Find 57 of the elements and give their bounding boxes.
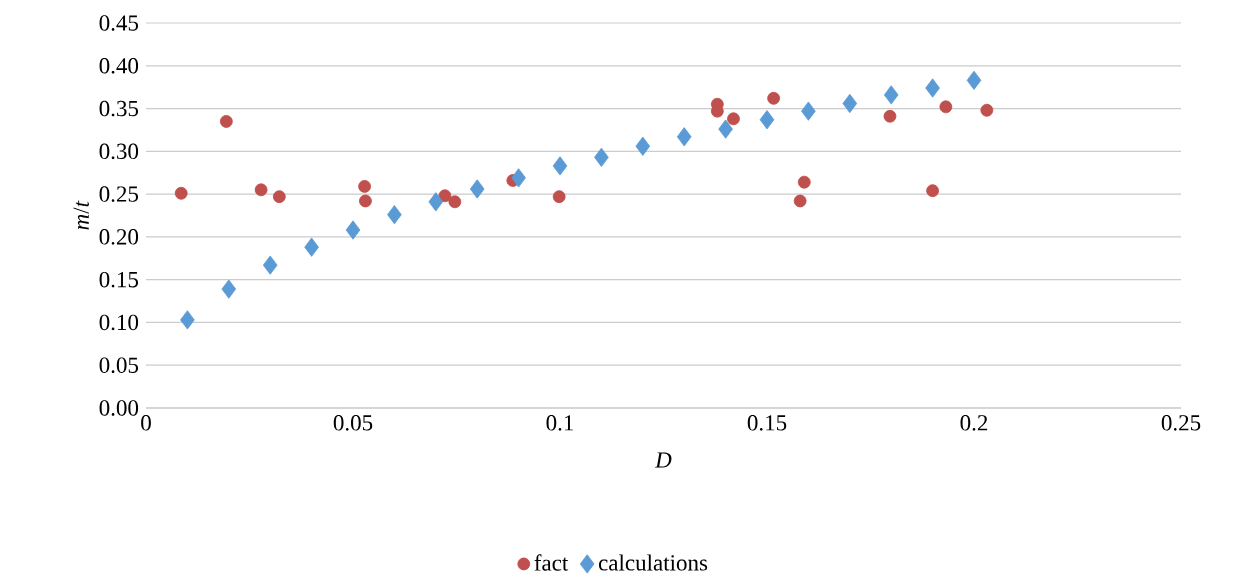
x-tick-label: 0.25 xyxy=(1161,415,1201,431)
y-tick-label: 0.10 xyxy=(99,314,139,331)
point xyxy=(174,186,188,200)
x-tick-label: 0.2 xyxy=(960,415,988,431)
point xyxy=(438,189,452,203)
point xyxy=(801,101,816,121)
x-tick-label: 0.15 xyxy=(747,415,787,431)
point xyxy=(180,310,195,330)
point xyxy=(272,190,286,204)
x-tick-label: 0.05 xyxy=(333,415,373,431)
y-tick-label: 0.30 xyxy=(99,143,139,160)
legend-label: fact xyxy=(534,554,569,571)
point xyxy=(448,195,462,209)
point xyxy=(718,119,733,139)
y-tick-label: 0.00 xyxy=(99,400,139,416)
y-axis-title: m/t xyxy=(73,200,89,230)
point xyxy=(842,93,858,114)
point xyxy=(511,168,526,188)
legend-label: calculations xyxy=(598,554,708,571)
point xyxy=(939,100,953,114)
x-tick-label: 0 xyxy=(141,415,151,431)
point xyxy=(793,194,807,208)
y-tick-label: 0.15 xyxy=(99,271,139,288)
x-axis-title: D xyxy=(654,452,672,468)
point xyxy=(980,103,994,117)
point xyxy=(883,85,899,105)
point xyxy=(966,70,982,90)
point xyxy=(469,179,485,199)
point xyxy=(727,112,740,126)
y-tick-label: 0.25 xyxy=(99,186,139,202)
y-tick-label: 0.20 xyxy=(99,229,139,245)
y-tick-label: 0.40 xyxy=(99,58,139,74)
point xyxy=(635,136,651,156)
point xyxy=(552,190,566,204)
point xyxy=(926,184,940,198)
point xyxy=(759,110,775,130)
point xyxy=(262,255,278,275)
point xyxy=(221,279,237,299)
point xyxy=(428,192,444,212)
point xyxy=(304,237,319,257)
y-tick-label: 0.05 xyxy=(99,357,139,374)
point xyxy=(676,127,692,147)
point xyxy=(925,78,940,98)
y-tick-label: 0.35 xyxy=(99,100,139,117)
point xyxy=(594,147,609,167)
x-tick-label: 0.1 xyxy=(546,415,573,431)
point xyxy=(797,175,811,189)
point xyxy=(767,91,781,105)
y-tick-label: 0.45 xyxy=(99,15,139,31)
point xyxy=(345,220,361,240)
point xyxy=(219,115,233,128)
point xyxy=(254,183,268,197)
point xyxy=(358,180,371,193)
point xyxy=(359,194,372,208)
point xyxy=(552,156,568,176)
point xyxy=(883,109,897,123)
point xyxy=(387,205,402,225)
